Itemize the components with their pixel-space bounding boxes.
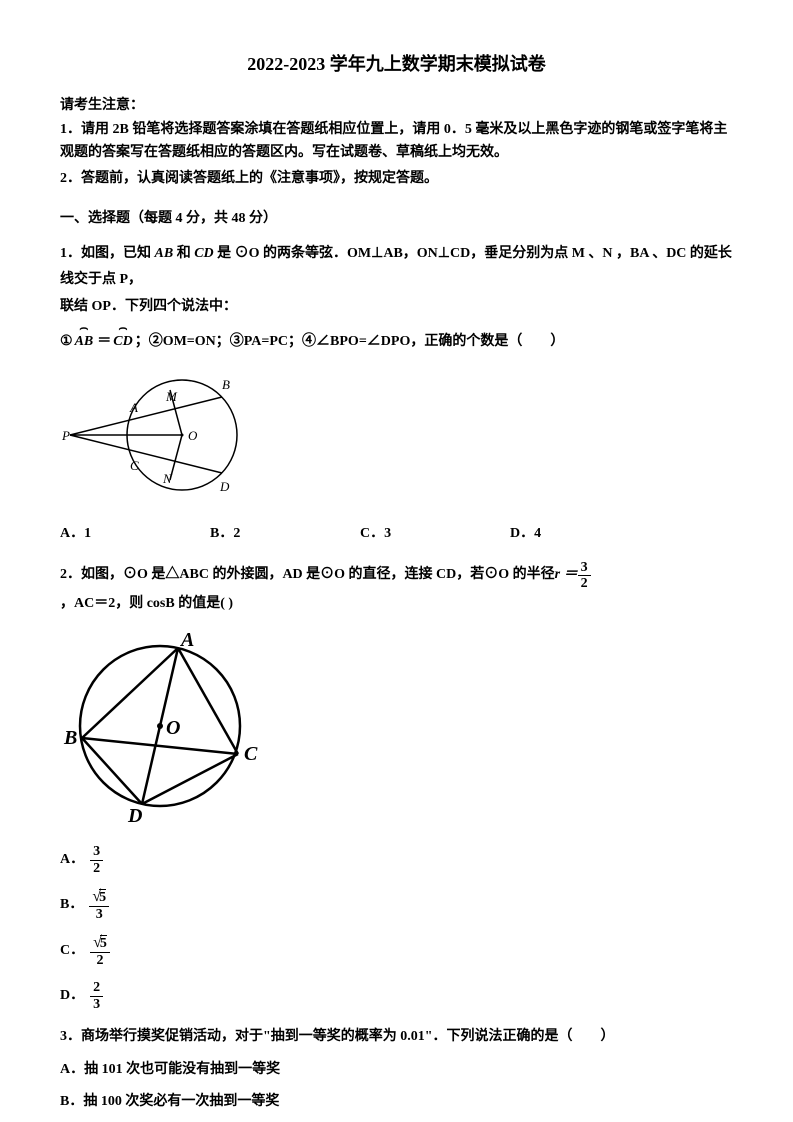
page-title: 2022-2023 学年九上数学期末模拟试卷 (60, 50, 733, 79)
q2-b-den: 3 (89, 907, 109, 922)
lbl-m: M (165, 389, 178, 404)
q1-pre: 1．如图，已知 (60, 246, 155, 261)
q2-choice-d: D． 2 3 (60, 980, 733, 1012)
q2-frac: 3 2 (578, 560, 591, 592)
q2-b-lbl: B． (60, 894, 83, 916)
q1-s1-eq: ＝ (97, 331, 111, 353)
q2-frac-den: 2 (578, 576, 591, 591)
lbl-o: O (188, 428, 198, 443)
q2-frac-num: 3 (578, 560, 591, 576)
q1-choices: A．1 B．2 C．3 D．4 (60, 523, 733, 545)
notice-heading: 请考生注意： (60, 95, 733, 117)
lbl2-b: B (63, 727, 77, 749)
lbl-p: P (61, 428, 70, 443)
q2-b-frac: √5 3 (89, 888, 109, 922)
q2-d-frac: 2 3 (90, 980, 103, 1012)
question-1: 1．如图，已知 AB 和 CD 是 ⊙O 的两条等弦．OM⊥AB，ON⊥CD，垂… (60, 241, 733, 321)
q2-d-num: 2 (90, 980, 103, 996)
q2-c-den: 2 (90, 953, 110, 968)
q1-s1-pre: ① (60, 331, 73, 353)
lbl2-c: C (244, 743, 258, 765)
q2-choice-b: B． √5 3 (60, 888, 733, 922)
notice-2: 2．答题前，认真阅读答题纸上的《注意事项》，按规定答题。 (60, 168, 733, 190)
arc-ab: AB (75, 331, 94, 353)
lbl-c: C (130, 458, 139, 473)
lbl-b: B (222, 377, 230, 392)
q2-d-lbl: D． (60, 985, 84, 1007)
lbl2-a: A (179, 629, 194, 651)
arc-cd: CD (113, 331, 132, 353)
q1-cd: CD (194, 246, 213, 261)
q2-c-frac: √5 2 (90, 934, 110, 968)
lbl2-d: D (127, 805, 142, 826)
q2-c-num: √5 (90, 934, 110, 953)
q3-choice-b: B．抽 100 次奖必有一次抽到一等奖 (60, 1091, 733, 1113)
q2-choice-c: C． √5 2 (60, 934, 733, 968)
q2-a-num: 3 (90, 844, 103, 860)
lbl-a: A (129, 400, 138, 415)
q2-d-den: 3 (90, 997, 103, 1012)
q2-r: r ＝ (555, 562, 578, 589)
q2-c-lbl: C． (60, 940, 84, 962)
q1-line2: 联结 OP．下列四个说法中： (60, 294, 733, 321)
q2-pre: 2．如图，⊙O 是△ABC 的外接圆，AD 是⊙O 的直径，连接 CD，若⊙O … (60, 562, 555, 589)
lbl2-o: O (166, 717, 180, 739)
q1-and: 和 (173, 246, 194, 261)
q2-a-den: 2 (90, 861, 103, 876)
q2-a-lbl: A． (60, 849, 84, 871)
q2-figure: A B C D O (60, 626, 733, 834)
q1-choice-a: A．1 (60, 523, 210, 545)
section-1-title: 一、选择题（每题 4 分，共 48 分） (60, 208, 733, 230)
lbl-d: D (219, 479, 230, 494)
q1-rest: ；②OM=ON；③PA=PC；④∠BPO=∠DPO，正确的个数是（ ） (135, 331, 565, 353)
q1-choice-c: C．3 (360, 523, 510, 545)
q1-choice-b: B．2 (210, 523, 360, 545)
question-3: 3．商场举行摸奖促销活动，对于"抽到一等奖的概率为 0.01"．下列说法正确的是… (60, 1024, 733, 1051)
q3-choice-a: A．抽 101 次也可能没有抽到一等奖 (60, 1059, 733, 1081)
q2-mid: ，AC＝2，则 cosB 的值是( ) (60, 591, 233, 618)
notice-1: 1．请用 2B 铅笔将选择题答案涂填在答题纸相应位置上，请用 0．5 毫米及以上… (60, 119, 733, 164)
q2-b-num: √5 (89, 888, 109, 907)
q1-ab: AB (155, 246, 174, 261)
q2-choice-a: A． 3 2 (60, 844, 733, 876)
q1-choice-d: D．4 (510, 523, 660, 545)
lbl-n: N (162, 471, 173, 486)
question-2: 2．如图，⊙O 是△ABC 的外接圆，AD 是⊙O 的直径，连接 CD，若⊙O … (60, 560, 733, 618)
q1-statements: ① AB ＝ CD ；②OM=ON；③PA=PC；④∠BPO=∠DPO，正确的个… (60, 331, 733, 353)
q1-figure: P A B C D O M N (60, 365, 733, 513)
q2-a-frac: 3 2 (90, 844, 103, 876)
